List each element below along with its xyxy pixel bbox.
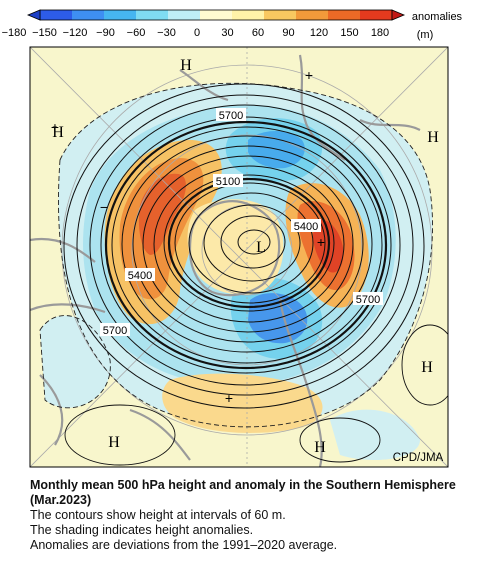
colorbar-tick-label: 0 bbox=[194, 27, 200, 39]
low-marker: L bbox=[256, 239, 266, 256]
colorbar-swatch bbox=[264, 10, 297, 20]
colorbar-swatch bbox=[200, 10, 233, 20]
caption-title: Monthly mean 500 hPa height and anomaly … bbox=[30, 478, 456, 507]
high-marker: H bbox=[52, 124, 64, 141]
colorbar-tick-label: −60 bbox=[127, 27, 146, 39]
colorbar-tick-label: 120 bbox=[310, 27, 328, 39]
high-marker: H bbox=[314, 439, 326, 456]
anomaly-sign-markers: + + + + − − bbox=[51, 67, 325, 470]
colorbar-tick-label: −30 bbox=[157, 27, 176, 39]
contour-label: 5700 bbox=[103, 325, 127, 337]
anomaly-shading bbox=[40, 83, 433, 460]
polar-stereographic-map: 5700 5100 5400 5400 5700 5700 H H H H H … bbox=[29, 46, 449, 470]
colorbar-swatch bbox=[104, 10, 137, 20]
map-frame bbox=[29, 46, 449, 468]
contour-label: 5400 bbox=[128, 270, 152, 282]
high-marker: H bbox=[427, 129, 439, 146]
credit-label: CPD/JMA bbox=[393, 452, 444, 464]
graticule bbox=[30, 47, 448, 467]
colorbar-unit: (m) bbox=[417, 29, 434, 41]
high-marker: H bbox=[180, 57, 192, 74]
plus-marker: + bbox=[305, 67, 313, 83]
colorbar-tick-label: −150 bbox=[32, 27, 57, 39]
high-marker: H bbox=[108, 434, 120, 451]
colorbar-swatch bbox=[72, 10, 105, 20]
caption-line: The shading indicates height anomalies. bbox=[30, 523, 254, 537]
figure-caption: Monthly mean 500 hPa height and anomaly … bbox=[30, 478, 470, 553]
colorbar-left-arrow bbox=[26, 9, 41, 21]
colorbar-tick-label: 90 bbox=[282, 27, 294, 39]
high-marker: H bbox=[421, 359, 433, 376]
contour-label: 5700 bbox=[356, 294, 380, 306]
colorbar-swatch bbox=[328, 10, 361, 20]
contour-label-group: 5700 5100 5400 5400 5700 5700 bbox=[100, 108, 383, 337]
minus-marker: − bbox=[291, 459, 299, 470]
caption-line: The contours show height at intervals of… bbox=[30, 508, 286, 522]
colorbar-tick-label: 30 bbox=[221, 27, 233, 39]
caption-line: Anomalies are deviations from the 1991–2… bbox=[30, 538, 338, 552]
minus-marker: − bbox=[100, 199, 108, 215]
high-contours bbox=[64, 324, 448, 466]
zero-anomaly-lines bbox=[39, 82, 433, 428]
contour-label: 5100 bbox=[216, 176, 240, 188]
colorbar-tick-label: 60 bbox=[252, 27, 264, 39]
plus-marker: + bbox=[225, 390, 233, 406]
contour-label: 5400 bbox=[294, 221, 318, 233]
anomaly-colorbar: −180 −150 −120 −90 −60 −30 0 30 60 90 120 150 180 an… bbox=[2, 9, 463, 41]
colorbar-ticks: −180 −150 −120 −90 −60 −30 0 30 60 90 120 150 180 bbox=[2, 27, 390, 39]
colorbar-swatch bbox=[136, 10, 169, 20]
plus-marker: + bbox=[317, 234, 325, 250]
colorbar-tick-label: −120 bbox=[63, 27, 88, 39]
colorbar-tick-label: 150 bbox=[340, 27, 358, 39]
colorbar-swatches bbox=[40, 10, 393, 20]
contour-label: 5700 bbox=[219, 110, 243, 122]
pressure-markers: H H H H H H L bbox=[52, 57, 439, 456]
colorbar-unit-label: anomalies bbox=[412, 11, 463, 23]
colorbar-right-arrow bbox=[391, 9, 406, 21]
bold-contours bbox=[104, 120, 388, 370]
colorbar-tick-label: −180 bbox=[2, 27, 27, 39]
colorbar-tick-label: 180 bbox=[371, 27, 389, 39]
colorbar-swatch bbox=[232, 10, 265, 20]
colorbar-swatch bbox=[168, 10, 201, 20]
plus-marker: + bbox=[51, 119, 59, 135]
colorbar-tick-label: −90 bbox=[96, 27, 115, 39]
colorbar-swatch bbox=[40, 10, 73, 20]
colorbar-swatch bbox=[296, 10, 329, 20]
colorbar-swatch bbox=[360, 10, 393, 20]
